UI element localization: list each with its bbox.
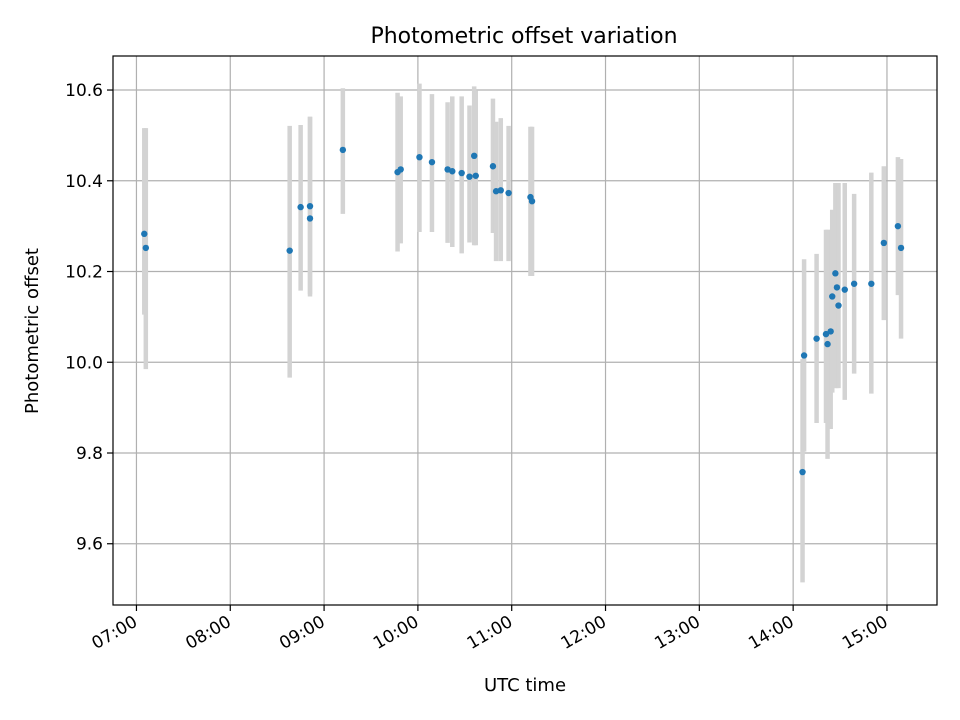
y-tick-label: 9.8 (76, 444, 103, 464)
data-point (306, 202, 314, 210)
data-point (505, 189, 512, 197)
data-point (497, 187, 504, 194)
data-point (416, 153, 423, 161)
data-point (850, 280, 858, 287)
data-point (428, 158, 436, 166)
data-point (799, 468, 806, 476)
data-point (449, 168, 456, 175)
data-point (833, 284, 841, 291)
y-tick-label: 10.6 (65, 81, 103, 101)
data-point (813, 335, 820, 342)
data-point (339, 146, 347, 154)
data-point (472, 172, 479, 179)
y-tick-label: 10.2 (65, 263, 103, 283)
data-point (142, 244, 150, 252)
data-points (141, 146, 905, 476)
data-point (827, 328, 834, 335)
data-point (800, 352, 808, 359)
data-point (470, 152, 478, 160)
chart-title: Photometric offset variation (370, 24, 677, 49)
y-tick-label: 10.0 (65, 353, 103, 373)
data-point (894, 222, 902, 230)
y-tick-label: 9.6 (76, 535, 103, 555)
data-point (829, 293, 836, 300)
data-point (897, 244, 905, 252)
x-axis-label: UTC time (484, 675, 566, 696)
data-point (824, 340, 831, 348)
y-tick-label: 10.4 (65, 172, 103, 192)
data-point (466, 173, 473, 180)
data-point (832, 270, 839, 277)
data-point (822, 330, 830, 338)
plot-area-frame (112, 55, 938, 606)
data-point (868, 280, 875, 287)
grid-lines (113, 56, 937, 605)
data-point (286, 247, 293, 254)
data-point (306, 215, 314, 222)
data-point (880, 239, 888, 247)
y-axis-label: Photometric offset (22, 248, 43, 414)
data-point (141, 230, 148, 238)
data-point (397, 166, 404, 173)
data-point (835, 302, 842, 309)
y-axis: 9.6 9.8 10.0 10.2 10.4 10.6 (65, 81, 113, 555)
data-point (489, 163, 497, 170)
data-point (458, 169, 465, 177)
data-point (528, 197, 536, 205)
data-point (841, 286, 848, 293)
data-point (297, 203, 304, 211)
